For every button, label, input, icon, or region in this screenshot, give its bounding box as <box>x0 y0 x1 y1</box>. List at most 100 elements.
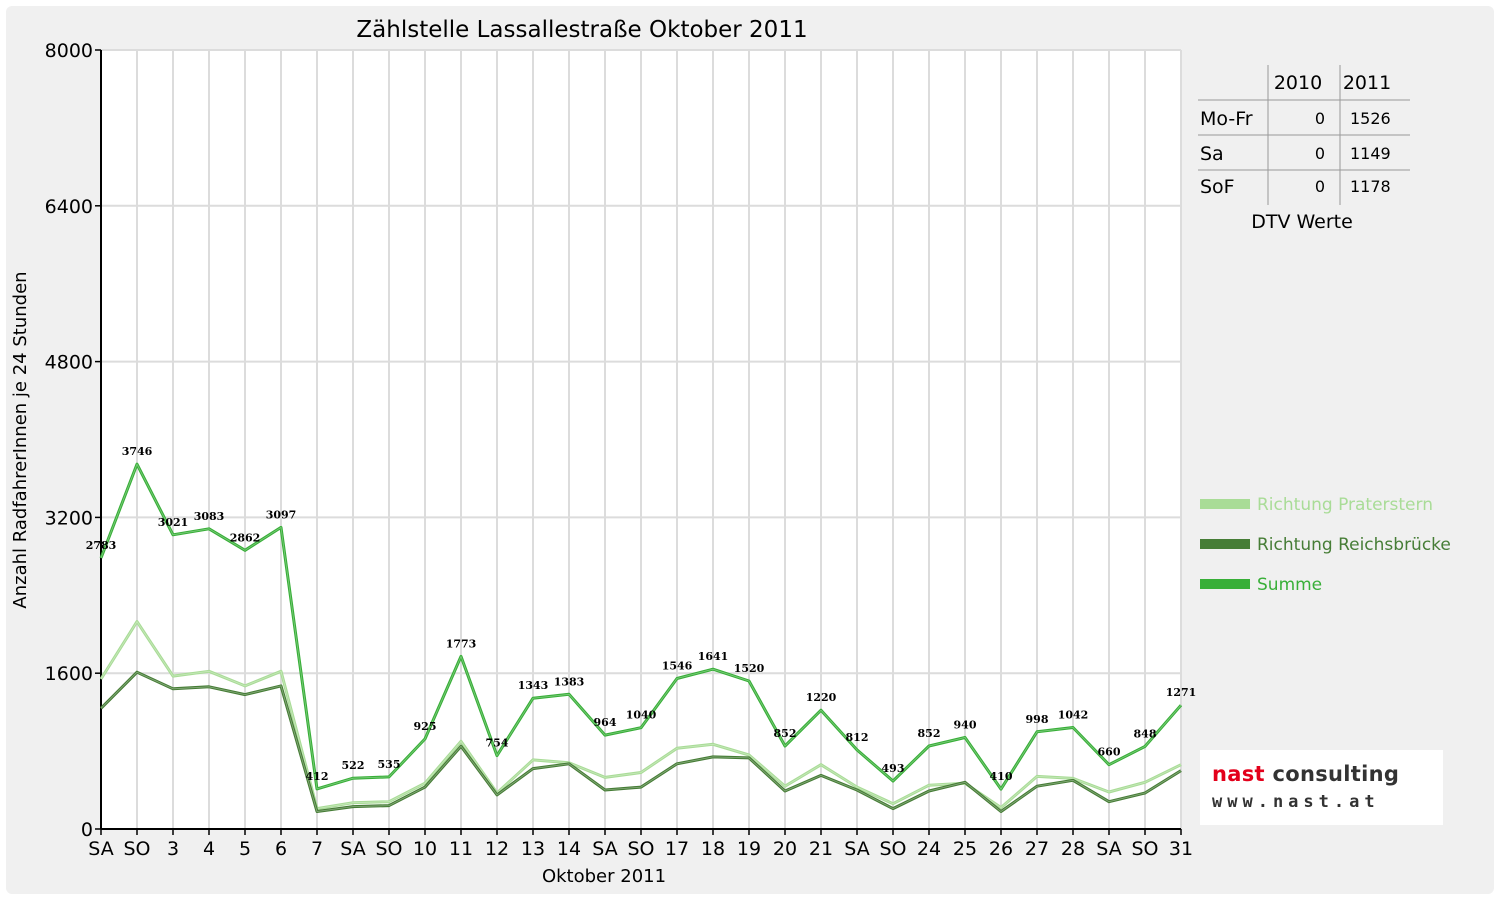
x-tick-label: 18 <box>701 838 725 860</box>
data-label: 1040 <box>626 709 657 722</box>
data-label: 852 <box>774 727 797 740</box>
company-logo: nast consulting www.nast.at <box>1200 750 1443 825</box>
data-label: 522 <box>342 759 365 772</box>
data-label: 535 <box>378 758 401 771</box>
dtv-row-label: SoF <box>1200 176 1235 198</box>
data-label: 3746 <box>122 445 153 458</box>
data-label: 3021 <box>158 516 189 529</box>
dtv-cell: 1149 <box>1350 144 1391 163</box>
axes <box>95 49 1182 835</box>
x-tick-label: SO <box>627 838 654 860</box>
data-label: 754 <box>486 737 509 750</box>
x-tick-label: 5 <box>239 838 251 860</box>
x-tick-label: 27 <box>1025 838 1049 860</box>
data-label: 998 <box>1026 713 1049 726</box>
series-line-highlight-0 <box>100 620 1182 810</box>
x-tick-label: SA <box>1096 838 1121 860</box>
x-tick-label: 28 <box>1061 838 1085 860</box>
x-tick-label: SA <box>340 838 365 860</box>
x-tick-label: SO <box>1131 838 1158 860</box>
x-tick-label: 21 <box>809 838 833 860</box>
series-lines <box>99 462 1183 813</box>
data-label: 1271 <box>1166 686 1197 699</box>
y-tick-label: 1600 <box>45 663 93 685</box>
logo-brand: nast <box>1212 762 1265 786</box>
x-tick-label: SA <box>844 838 869 860</box>
dtv-cell: 1526 <box>1350 109 1391 128</box>
x-tick-label: 13 <box>521 838 545 860</box>
data-label: 925 <box>414 720 437 733</box>
data-label: 1773 <box>446 637 477 650</box>
x-tick-label: 6 <box>275 838 287 860</box>
series-line-0 <box>99 620 1182 811</box>
dtv-row-label: Sa <box>1200 143 1224 165</box>
x-tick-label: SO <box>123 838 150 860</box>
x-tick-label: 19 <box>737 838 761 860</box>
grid <box>100 49 1182 830</box>
data-label: 1520 <box>734 662 765 675</box>
data-label: 493 <box>882 762 905 775</box>
x-tick-label: 31 <box>1169 838 1193 860</box>
legend: Richtung Praterstern Richtung Reichsbrüc… <box>1200 495 1451 595</box>
series-line-highlight-1 <box>100 671 1182 813</box>
x-tick-label: 14 <box>557 838 581 860</box>
legend-swatch-summe <box>1200 579 1250 589</box>
x-tick-label: SO <box>375 838 402 860</box>
series-line-highlight-2 <box>100 463 1182 790</box>
data-label: 410 <box>990 770 1013 783</box>
dtv-cell: 0 <box>1315 144 1325 163</box>
legend-swatch-praterstern <box>1200 499 1250 509</box>
series-line-1 <box>99 670 1182 813</box>
x-tick-label: 20 <box>773 838 797 860</box>
y-axis-title: Anzahl RadfahrerInnen je 24 Stunden <box>10 271 31 608</box>
x-tick-label: 24 <box>917 838 941 860</box>
dtv-cell: 1178 <box>1350 177 1391 196</box>
y-tick-label: 4800 <box>45 352 93 374</box>
x-tick-label: SO <box>879 838 906 860</box>
chart-title: Zählstelle Lassallestraße Oktober 2011 <box>356 17 807 43</box>
data-label: 1383 <box>554 675 585 688</box>
data-label: 848 <box>1134 727 1157 740</box>
data-label: 2862 <box>230 531 261 544</box>
data-label: 940 <box>954 718 977 731</box>
y-tick-label: 3200 <box>45 507 93 529</box>
y-tick-label: 6400 <box>45 196 93 218</box>
legend-swatch-reichsbruecke <box>1200 539 1250 549</box>
data-label: 1042 <box>1058 709 1089 722</box>
x-tick-label: 10 <box>413 838 437 860</box>
data-label: 3097 <box>266 508 297 521</box>
data-label: 1641 <box>698 650 729 663</box>
dtv-table: 2010 2011 Mo-Fr 0 1526 Sa 0 1149 SoF 0 1… <box>1198 65 1410 233</box>
data-label: 1546 <box>662 659 693 672</box>
x-axis-title: Oktober 2011 <box>542 866 666 887</box>
x-tick-label: 7 <box>311 838 323 860</box>
logo-wordmark: nast consulting <box>1212 762 1399 786</box>
data-label: 412 <box>306 770 329 783</box>
data-label: 1343 <box>518 679 549 692</box>
dtv-caption: DTV Werte <box>1251 211 1353 233</box>
x-tick-label: 3 <box>167 838 179 860</box>
data-label: 812 <box>846 731 869 744</box>
dtv-row-label: Mo-Fr <box>1200 108 1253 130</box>
legend-label-reichsbruecke: Richtung Reichsbrücke <box>1257 535 1451 555</box>
logo-brand-rest: consulting <box>1264 762 1400 786</box>
data-labels: 2783 3746 3021 3083 2862 3097 412 522 535 925 1773… <box>86 445 1197 783</box>
x-tick-label: 4 <box>203 838 215 860</box>
x-tick-label: SA <box>592 838 617 860</box>
legend-label-summe: Summe <box>1257 575 1322 595</box>
data-label: 852 <box>918 727 941 740</box>
logo-url: www.nast.at <box>1212 792 1380 812</box>
data-label: 660 <box>1098 746 1121 759</box>
x-tick-label: 25 <box>953 838 977 860</box>
legend-label-praterstern: Richtung Praterstern <box>1257 495 1433 515</box>
x-tick-label: 11 <box>449 838 473 860</box>
data-label: 2783 <box>86 539 117 552</box>
tick-labels: 0 1600 3200 4800 6400 8000 SA SO 3 4 5 6 7 SA SO 10 11 12… <box>45 40 1193 860</box>
data-label: 964 <box>594 716 617 729</box>
y-tick-label: 0 <box>81 819 93 841</box>
x-tick-label: SA <box>88 838 113 860</box>
data-label: 1220 <box>806 691 837 704</box>
dtv-cell: 0 <box>1315 109 1325 128</box>
x-tick-label: 26 <box>989 838 1013 860</box>
